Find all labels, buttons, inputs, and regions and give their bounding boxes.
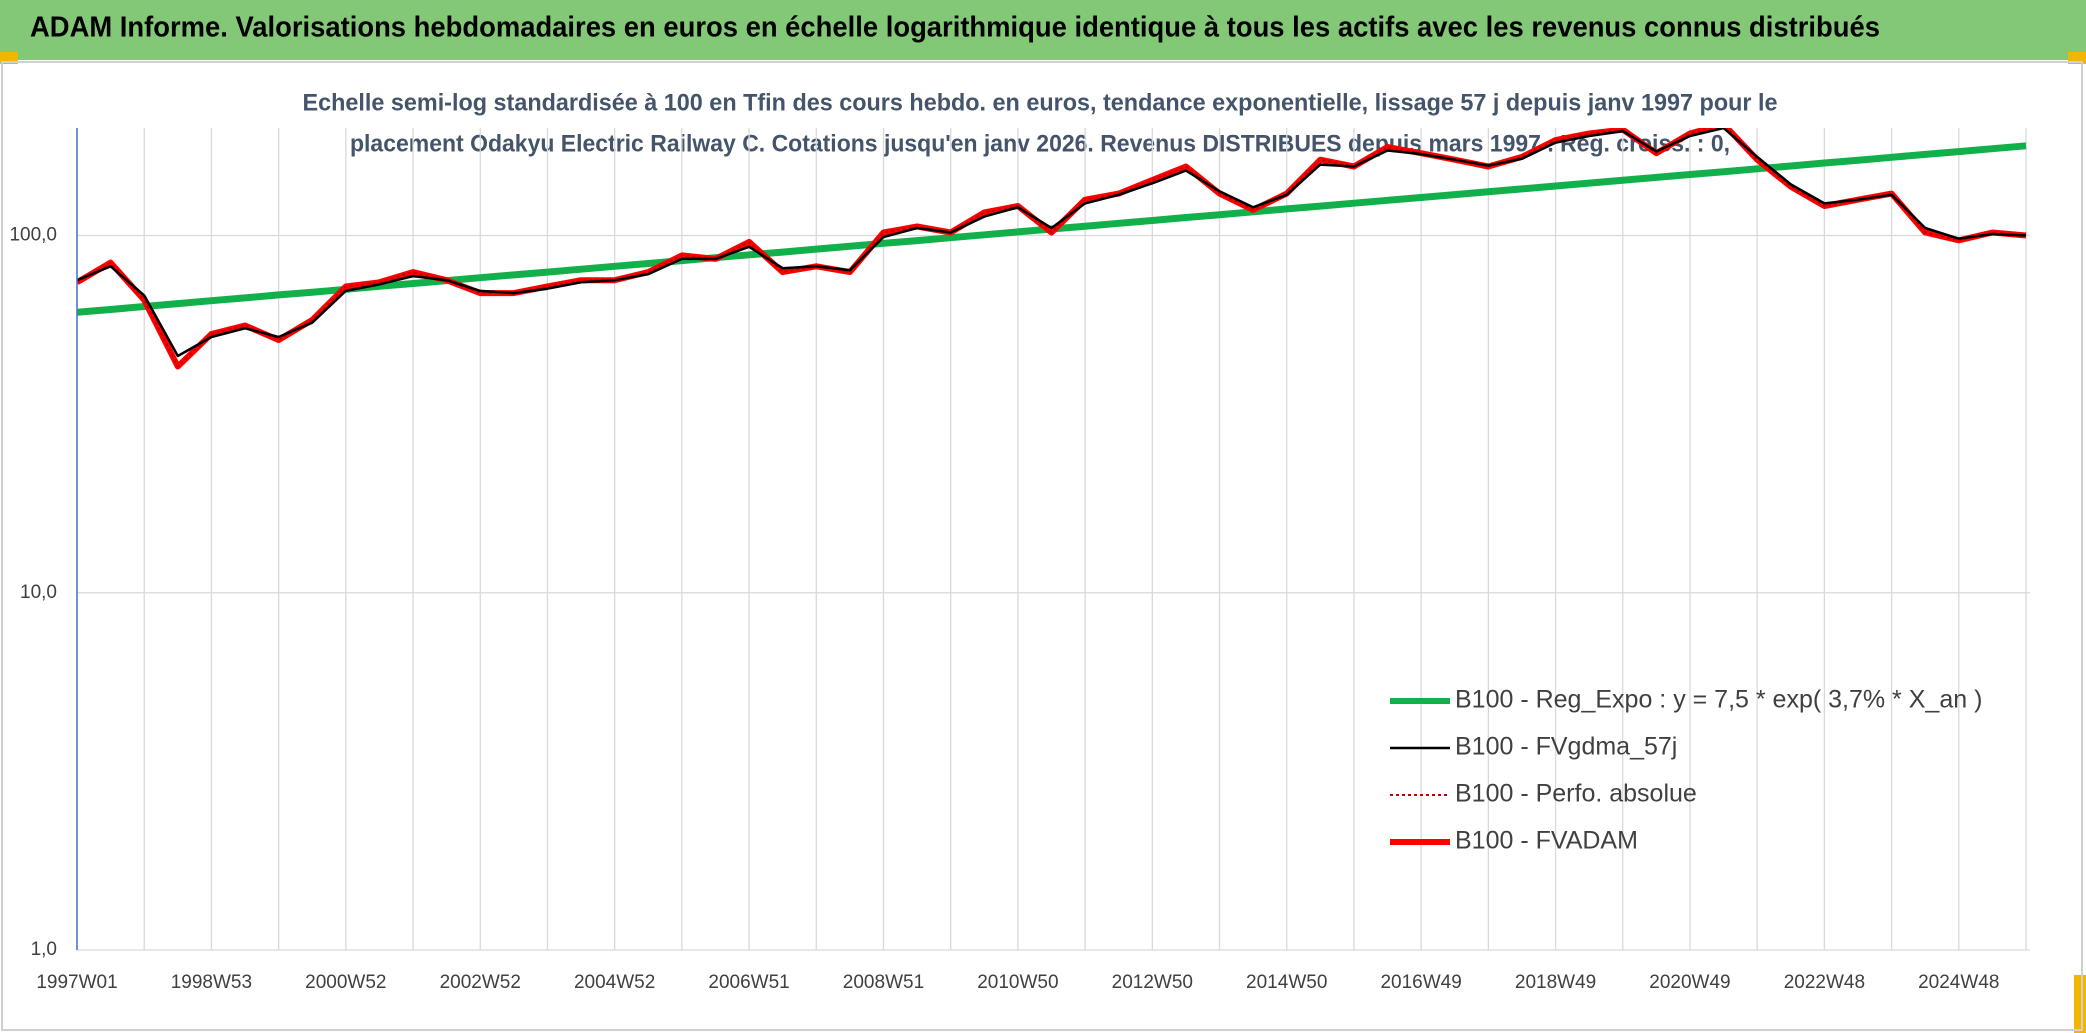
x-tick-label: 2006W51 [708, 972, 789, 993]
y-tick-label: 10,0 [20, 582, 57, 603]
corner-mark [2074, 975, 2086, 1033]
x-tick-label: 2024W48 [1918, 972, 1999, 993]
x-tick-label: 2000W52 [305, 972, 386, 993]
x-tick-label: 2008W51 [843, 972, 924, 993]
legend: B100 - Reg_Expo : y = 7,5 * exp( 3,7% * … [1390, 686, 1982, 855]
x-tick-label: 2018W49 [1515, 972, 1596, 993]
legend-label: B100 - Reg_Expo : y = 7,5 * exp( 3,7% * … [1455, 686, 1982, 714]
x-tick-label: 2004W52 [574, 972, 655, 993]
y-tick-label: 1,0 [31, 939, 57, 960]
legend-label: B100 - FVgdma_57j [1455, 733, 1677, 761]
axes: 1997W01 1998W53 2000W52 2002W52 2004W52 2006W… [9, 128, 1999, 993]
plot-area [77, 128, 2027, 370]
chart-title: ADAM Informe. Valorisations hebdomadaire… [30, 12, 1880, 44]
legend-label: B100 - Perfo. absolue [1455, 780, 1697, 808]
chart-subtitle: placement Odakyu Electric Railway C. Cot… [350, 130, 1730, 157]
legend-label: B100 - FVADAM [1455, 827, 1638, 855]
series-line [77, 128, 2027, 358]
x-tick-label: 2022W48 [1784, 972, 1865, 993]
y-tick-label: 100,0 [9, 225, 57, 246]
x-tick-label: 2014W50 [1246, 972, 1327, 993]
x-tick-label: 2016W49 [1380, 972, 1461, 993]
x-tick-label: 1998W53 [171, 972, 252, 993]
x-tick-label: 2020W49 [1649, 972, 1730, 993]
chart-subtitle: Echelle semi-log standardisée à 100 en T… [303, 89, 1778, 116]
series-line [77, 128, 2027, 368]
chart-border [1, 61, 2083, 1031]
x-tick-label: 1997W01 [36, 972, 117, 993]
title-bar [0, 0, 2086, 60]
x-tick-label: 2002W52 [440, 972, 521, 993]
x-tick-label: 2010W50 [977, 972, 1058, 993]
x-tick-label: 2012W50 [1112, 972, 1193, 993]
